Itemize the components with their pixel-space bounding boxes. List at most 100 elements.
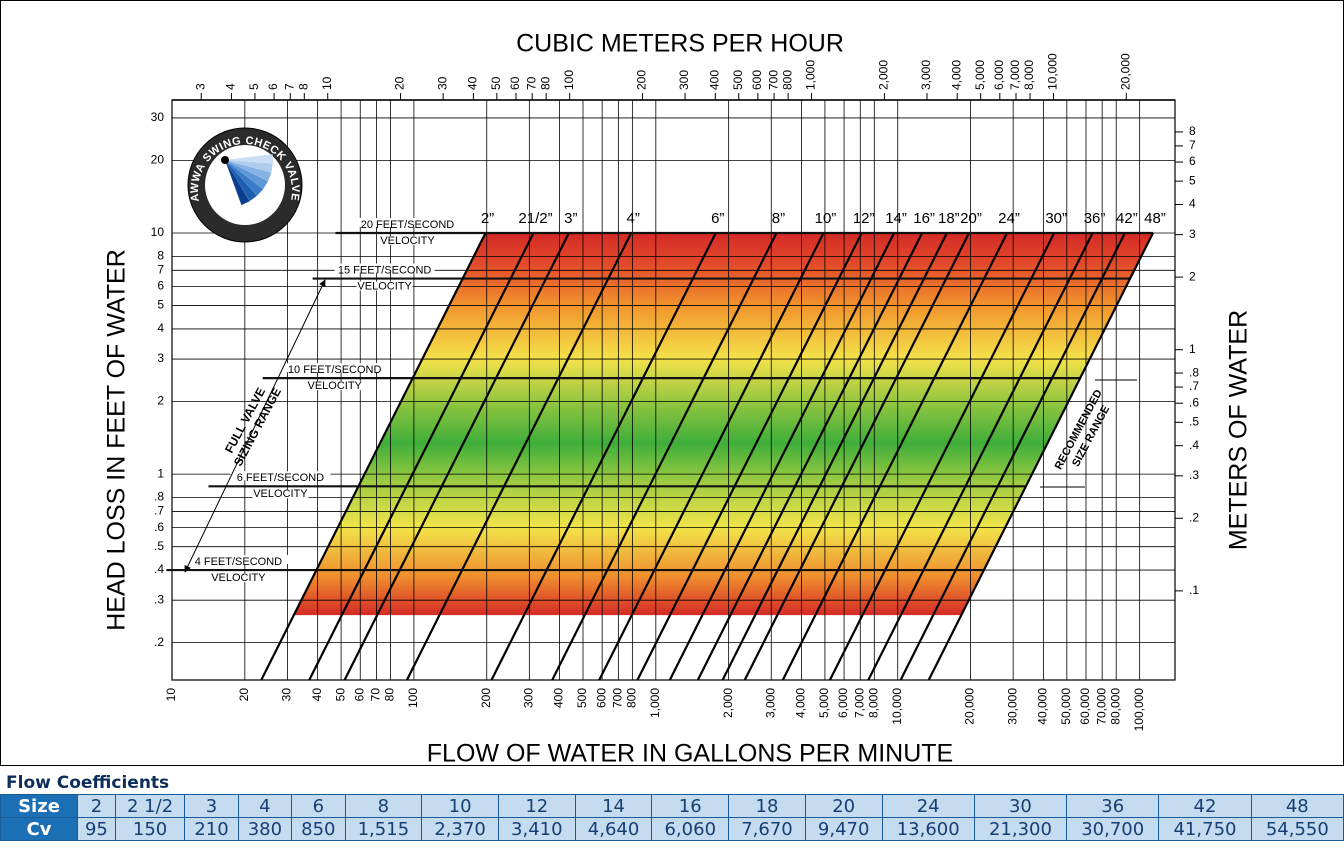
table-cell: 4 <box>237 794 293 818</box>
valve-line <box>927 232 1154 681</box>
y-tick-label: .4 <box>154 562 164 576</box>
y-tick-label: 20 <box>151 153 165 167</box>
table-cell: 20 <box>804 794 883 818</box>
flow-table: Size 2 2 1/2 3 4 6 8 10 12 14 16 18 20 24 30 36 42 48 Cv 9… <box>0 794 1344 841</box>
y2-tick-label: 8 <box>1189 124 1196 138</box>
size-label: 3” <box>564 210 577 227</box>
x2-tick-label: 70 <box>524 76 538 90</box>
table-cell: 16 <box>651 794 730 818</box>
size-label: 48” <box>1144 210 1166 227</box>
size-label: 30” <box>1045 210 1067 227</box>
velocity-label-bg <box>356 281 413 291</box>
y2-tick-label: 3 <box>1189 227 1196 241</box>
valve-line <box>260 232 487 681</box>
x2-tick-label: 5 <box>247 83 261 90</box>
logo-fan <box>225 160 269 189</box>
x-tick-label: 80,000 <box>1108 688 1122 725</box>
velocity-label: 6 FEET/SECOND <box>237 472 324 484</box>
x-tick-label: 100,000 <box>1132 688 1146 732</box>
y-tick-label: .5 <box>154 539 164 553</box>
table-cell: 12 <box>497 794 576 818</box>
table-cell: 18 <box>728 794 806 818</box>
y-tick-label: 2 <box>157 394 164 408</box>
x2-tick-label: 100 <box>562 70 576 90</box>
x-tick-label: 1,000 <box>648 688 662 718</box>
y-title: HEAD LOSS IN FEET OF WATER <box>103 249 131 631</box>
x-tick-label: 2,000 <box>721 688 735 718</box>
velocity-label-bg <box>306 381 363 391</box>
velocity-label-bg <box>334 263 435 273</box>
x2-tick-label: 4,000 <box>949 60 963 90</box>
x-tick-label: 70,000 <box>1094 688 1108 725</box>
y-tick-label: 30 <box>151 110 165 124</box>
logo-fan <box>225 160 272 182</box>
x2-tick-label: 500 <box>731 70 745 90</box>
table-cell: 8 <box>344 794 423 818</box>
valve-line <box>721 232 948 681</box>
table-cell: 1,515 <box>344 817 423 841</box>
y2-tick-label: .3 <box>1189 468 1199 482</box>
valve-line <box>828 232 1056 681</box>
row-head: Cv <box>0 817 78 841</box>
x2-tick-label: 3 <box>193 83 207 90</box>
x2-tick-label: 7 <box>282 83 296 90</box>
x2-tick-label: 20 <box>393 76 407 90</box>
y-tick-label: 8 <box>157 249 164 263</box>
x-tick-label: 6,000 <box>836 688 850 718</box>
table-cell: 24 <box>881 794 975 818</box>
y2-tick-label: 2 <box>1189 269 1196 283</box>
velocity-label: VELOCITY <box>211 572 266 584</box>
x2-tick-label: 800 <box>780 70 794 90</box>
x2-tick-label: 6,000 <box>992 60 1006 90</box>
y-tick-label: 10 <box>151 225 165 239</box>
table-cell: 2,370 <box>421 817 499 841</box>
logo-fan <box>225 160 250 206</box>
table-cell: 54,550 <box>1250 817 1344 841</box>
x2-tick-label: 10 <box>320 76 334 90</box>
x-tick-label: 600 <box>594 688 608 708</box>
x-tick-label: 700 <box>611 688 625 708</box>
x-tick-label: 40 <box>310 688 324 702</box>
size-label: 18” <box>938 210 960 227</box>
velocity-label: VELOCITY <box>380 235 435 247</box>
y2-tick-label: 1 <box>1189 342 1196 356</box>
chart: 10 20 30 40 50 60 70 80 100 200 300 400 500 600 700 800… <box>0 0 1344 768</box>
y2-tick-label: .6 <box>1189 395 1199 409</box>
table-title: Flow Coefficients <box>6 773 170 793</box>
size-row: Size 2 2 1/2 3 4 6 8 10 12 14 16 18 20 24 30 36 42 48 <box>0 794 1344 818</box>
y-tick-label: 5 <box>157 298 164 312</box>
size-label: 20” <box>960 210 982 227</box>
velocity-label: VELOCITY <box>307 380 362 392</box>
size-label: 14” <box>885 210 907 227</box>
logo-fan <box>225 160 264 196</box>
y2-tick-label: 4 <box>1189 197 1196 211</box>
y-tick-label: .3 <box>154 592 164 606</box>
x-tick-label: 80 <box>383 688 397 702</box>
valve-line <box>551 232 778 681</box>
x2-tick-label: 700 <box>766 70 780 90</box>
x-tick-label: 10,000 <box>890 688 904 725</box>
x-tick-label: 30,000 <box>1005 688 1019 725</box>
valve-line <box>781 232 1009 681</box>
table-cell: 14 <box>574 794 653 818</box>
valve-line <box>405 232 633 681</box>
x2-tick-label: 4 <box>224 83 238 90</box>
x2-tick-label: 6 <box>266 83 280 90</box>
y2-tick-label: 6 <box>1189 154 1196 168</box>
y-tick-label: 4 <box>157 321 164 335</box>
valve-line <box>867 232 1094 681</box>
velocity-label: 4 FEET/SECOND <box>195 556 282 568</box>
table-cell: 380 <box>237 817 293 841</box>
logo-fan <box>225 160 258 202</box>
table-cell: 30 <box>973 794 1068 818</box>
plot-frame <box>171 99 1176 681</box>
size-label: 12” <box>853 210 875 227</box>
size-label: 10” <box>815 210 837 227</box>
x2-tick-label: 300 <box>677 70 691 90</box>
x2-tick-label: 200 <box>635 70 649 90</box>
y2-tick-label: 7 <box>1189 138 1196 152</box>
velocity-label: 15 FEET/SECOND <box>338 264 432 276</box>
size-label: 8” <box>772 210 785 227</box>
cv-row: Cv 95 150 210 380 850 1,515 2,370 3,410 4,640 6,06… <box>0 817 1344 841</box>
size-label: 21/2” <box>518 210 552 227</box>
